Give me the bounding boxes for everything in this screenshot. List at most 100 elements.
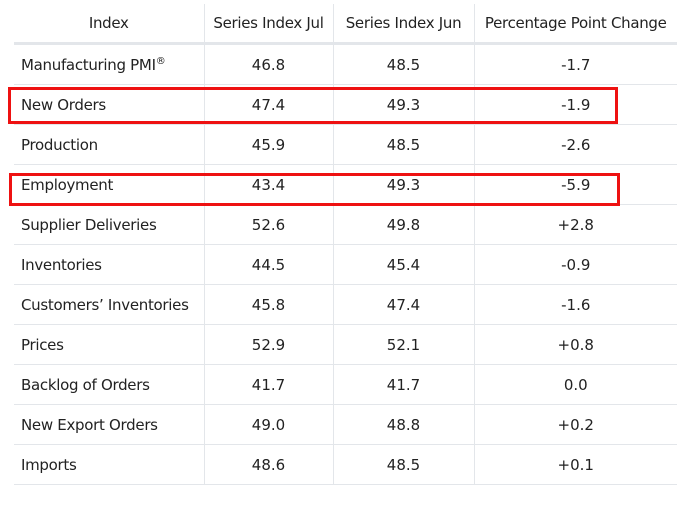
header-jun: Series Index Jun (332, 4, 474, 45)
table-row: Employment 43.4 49.3 -5.9 (14, 164, 677, 205)
jun-value-text: 52.1 (386, 335, 421, 354)
change-value-text: -2.6 (561, 135, 591, 154)
jun-value-text: 49.3 (386, 95, 421, 114)
jul-value: 46.8 (203, 43, 333, 85)
jul-value-text: 45.8 (251, 295, 286, 314)
highlight-box-employment (9, 173, 620, 206)
jun-value: 48.8 (332, 404, 474, 445)
jun-value-text: 49.8 (386, 215, 421, 234)
change-value-text: -1.6 (561, 295, 591, 314)
jun-value: 52.1 (332, 324, 474, 365)
registered-mark: ® (155, 55, 166, 67)
row-label-text: New Orders (21, 95, 106, 114)
pmi-table: Index Series Index Jul Series Index Jun … (14, 4, 677, 485)
table-row: Imports 48.6 48.5 +0.1 (14, 444, 677, 485)
change-value: -2.6 (473, 124, 677, 165)
jul-value-text: 52.9 (251, 335, 286, 354)
change-value-text: +2.8 (557, 215, 594, 234)
change-value: +0.2 (473, 404, 677, 445)
row-label-text: Inventories (21, 255, 102, 274)
header-change: Percentage Point Change (473, 4, 677, 45)
row-label-text: Production (21, 135, 98, 154)
row-label-text: Customers’ Inventories (21, 295, 189, 314)
change-value: -0.9 (473, 244, 677, 285)
table-row: New Orders 47.4 49.3 -1.9 (14, 84, 677, 125)
jul-value: 45.9 (203, 124, 333, 165)
row-label: Backlog of Orders (14, 364, 204, 405)
header-jul: Series Index Jul (203, 4, 333, 45)
change-value: -5.9 (473, 164, 677, 205)
row-label: Prices (14, 324, 204, 365)
jun-value: 48.5 (332, 124, 474, 165)
jul-value: 49.0 (203, 404, 333, 445)
change-value-text: +0.1 (557, 455, 594, 474)
row-label: Imports (14, 444, 204, 485)
jun-value-text: 48.8 (386, 415, 421, 434)
jul-value-text: 48.6 (251, 455, 286, 474)
table-row: Production 45.9 48.5 -2.6 (14, 124, 677, 165)
row-label: New Orders (14, 84, 204, 125)
jun-value-text: 48.5 (386, 455, 421, 474)
jul-value-text: 49.0 (251, 415, 286, 434)
row-label: Manufacturing PMI® (14, 43, 204, 85)
change-value-text: -1.9 (561, 95, 591, 114)
jun-value-text: 47.4 (386, 295, 421, 314)
row-label-text: Employment (21, 175, 114, 194)
jul-value: 47.4 (203, 84, 333, 125)
table-row: New Export Orders 49.0 48.8 +0.2 (14, 404, 677, 445)
row-label-text: Supplier Deliveries (21, 215, 157, 234)
row-label-text: Backlog of Orders (21, 375, 150, 394)
row-label-text: Prices (21, 335, 64, 354)
table-row: Manufacturing PMI® 46.8 48.5 -1.7 (14, 43, 677, 85)
jul-value-text: 46.8 (251, 55, 286, 74)
jun-value: 49.3 (332, 164, 474, 205)
jul-value: 52.6 (203, 204, 333, 245)
row-label: Inventories (14, 244, 204, 285)
row-label-text: Manufacturing PMI (21, 55, 156, 74)
change-value-text: -1.7 (561, 55, 591, 74)
table-row: Prices 52.9 52.1 +0.8 (14, 324, 677, 365)
jun-value-text: 48.5 (386, 135, 421, 154)
jun-value: 48.5 (332, 444, 474, 485)
jul-value: 44.5 (203, 244, 333, 285)
jul-value-text: 52.6 (251, 215, 286, 234)
header-row: Index Series Index Jul Series Index Jun … (14, 4, 677, 45)
jul-value: 52.9 (203, 324, 333, 365)
jun-value-text: 49.3 (386, 175, 421, 194)
change-value: 0.0 (473, 364, 677, 405)
jul-value: 45.8 (203, 284, 333, 325)
jun-value: 49.3 (332, 84, 474, 125)
change-value: -1.9 (473, 84, 677, 125)
change-value-text: -5.9 (561, 175, 591, 194)
change-value: +2.8 (473, 204, 677, 245)
jun-value-text: 48.5 (386, 55, 421, 74)
table-row: Inventories 44.5 45.4 -0.9 (14, 244, 677, 285)
change-value: +0.8 (473, 324, 677, 365)
change-value-text: -0.9 (561, 255, 591, 274)
jun-value-text: 45.4 (386, 255, 421, 274)
row-label-text: New Export Orders (21, 415, 158, 434)
row-label-text: Imports (21, 455, 77, 474)
change-value: +0.1 (473, 444, 677, 485)
jul-value-text: 44.5 (251, 255, 286, 274)
row-label: Production (14, 124, 204, 165)
jun-value: 47.4 (332, 284, 474, 325)
jun-value: 41.7 (332, 364, 474, 405)
jul-value-text: 45.9 (251, 135, 286, 154)
jun-value: 48.5 (332, 43, 474, 85)
change-value-text: 0.0 (563, 375, 588, 394)
change-value-text: +0.2 (557, 415, 594, 434)
highlight-box-new-orders (8, 87, 618, 124)
row-label: Customers’ Inventories (14, 284, 204, 325)
jul-value-text: 47.4 (251, 95, 286, 114)
jun-value: 45.4 (332, 244, 474, 285)
table-row: Supplier Deliveries 52.6 49.8 +2.8 (14, 204, 677, 245)
jul-value: 48.6 (203, 444, 333, 485)
jul-value-text: 41.7 (251, 375, 286, 394)
row-label: Employment (14, 164, 204, 205)
table-row: Backlog of Orders 41.7 41.7 0.0 (14, 364, 677, 405)
jul-value-text: 43.4 (251, 175, 286, 194)
header-index: Index (14, 4, 204, 45)
table-row: Customers’ Inventories 45.8 47.4 -1.6 (14, 284, 677, 325)
change-value: -1.6 (473, 284, 677, 325)
